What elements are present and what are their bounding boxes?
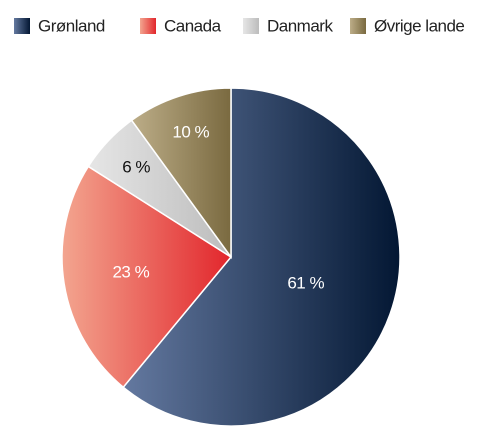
pie-slice	[130, 87, 232, 260]
legend-label: Øvrige lande	[374, 16, 464, 35]
legend-label: Danmark	[267, 16, 333, 35]
legend-label: Grønland	[38, 16, 105, 35]
legend-swatch	[140, 18, 156, 34]
legend-swatch	[14, 18, 30, 34]
legend-label: Canada	[164, 16, 222, 35]
slice-label: 10 %	[172, 123, 209, 142]
legend-swatch	[350, 18, 366, 34]
legend-swatch	[243, 18, 259, 34]
slice-label: 61 %	[287, 273, 324, 292]
pie-slice	[122, 87, 401, 426]
slice-label: 23 %	[112, 262, 149, 281]
pie-slice	[61, 165, 233, 389]
slice-label: 6 %	[122, 157, 150, 176]
